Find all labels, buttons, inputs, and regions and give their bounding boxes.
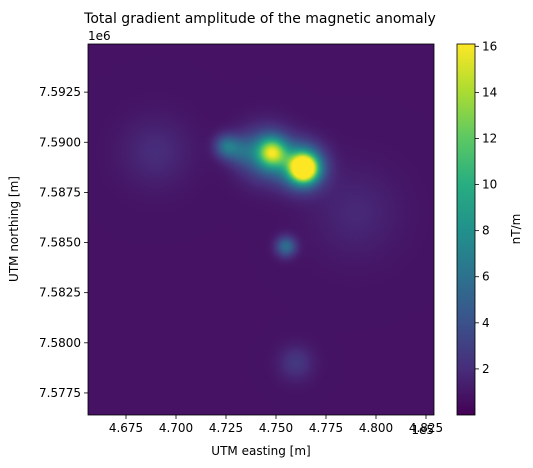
colorbar-tick-label: 16	[482, 39, 497, 53]
x-tick-label: 4.800	[359, 421, 393, 435]
x-axis: 4.675 4.700 4.725 4.750 4.775 4.800 4.825	[109, 415, 443, 435]
x-tick-label: 4.825	[409, 421, 443, 435]
colorbar-tick-label: 12	[482, 131, 497, 145]
colorbar-tick-label: 6	[482, 270, 490, 284]
colorbar-tick-label: 14	[482, 85, 497, 99]
chart-title: Total gradient amplitude of the magnetic…	[83, 11, 436, 27]
y-tick-label: 7.5775	[39, 386, 81, 400]
x-axis-label: UTM easting [m]	[211, 444, 310, 458]
y-tick-label: 7.5800	[39, 336, 81, 350]
colorbar-tick-label: 2	[482, 362, 490, 376]
x-tick-label: 4.675	[109, 421, 143, 435]
y-axis: 7.5775 7.5800 7.5825 7.5850 7.5875 7.5900 7.59…	[39, 85, 88, 400]
x-tick-label: 4.775	[309, 421, 343, 435]
colorbar-tick-label: 10	[482, 178, 497, 192]
colorbar: 2 4 6 8 10 12 14 16 nT/m	[456, 39, 523, 416]
colorbar-label: nT/m	[509, 214, 523, 245]
y-tick-label: 7.5875	[39, 185, 81, 199]
plot-area	[87, 43, 435, 416]
y-tick-label: 7.5900	[39, 135, 81, 149]
x-tick-label: 4.750	[259, 421, 293, 435]
y-tick-label: 7.5925	[39, 85, 81, 99]
x-tick-label: 4.725	[209, 421, 243, 435]
plot-frame	[87, 43, 435, 416]
y-tick-label: 7.5850	[39, 236, 81, 250]
x-tick-label: 4.700	[159, 421, 193, 435]
y-axis-label: UTM northing [m]	[7, 176, 21, 282]
y-offset-label: 1e6	[88, 29, 111, 43]
colorbar-gradient	[456, 43, 476, 416]
colorbar-tick-label: 4	[482, 316, 490, 330]
colorbar-tick-label: 8	[482, 224, 490, 238]
y-tick-label: 7.5825	[39, 286, 81, 300]
x-offset-label: 1e5	[411, 423, 434, 437]
heatmap	[88, 44, 434, 415]
